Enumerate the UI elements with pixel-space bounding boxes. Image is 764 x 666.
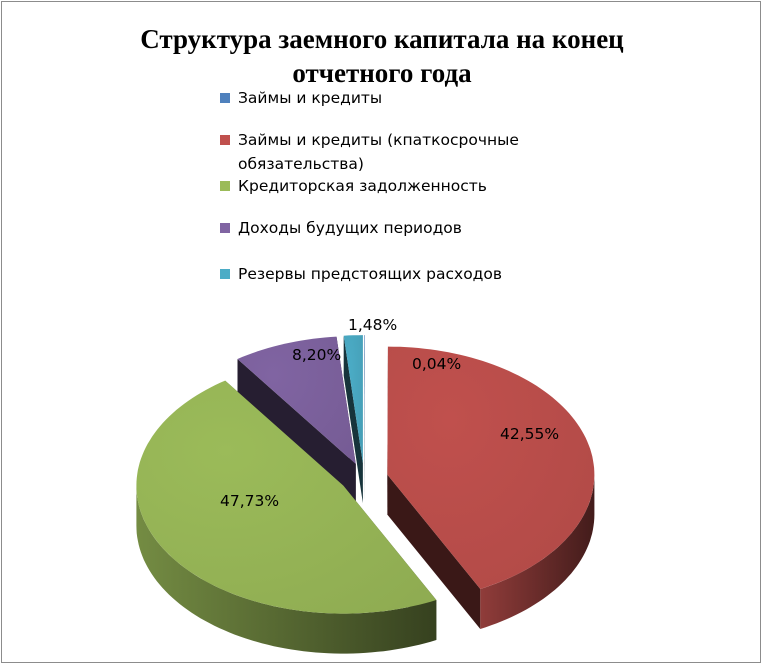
legend-swatch <box>220 135 230 145</box>
pie-slice-side <box>136 485 437 654</box>
legend-swatch <box>220 223 230 233</box>
data-label: 42,55% <box>500 425 559 443</box>
pie-slice <box>343 335 363 464</box>
legend-label: Займы и кредиты <box>238 89 383 107</box>
data-label: 8,20% <box>292 346 341 364</box>
legend-label: Доходы будущих периодов <box>238 219 462 237</box>
pie-slice <box>364 335 365 464</box>
chart-title: Структура заемного капитала на конец отч… <box>140 24 624 88</box>
data-label: 47,73% <box>220 492 279 510</box>
pie-slice-wall <box>364 335 365 504</box>
pie-slice <box>136 380 437 614</box>
pie-slice-wall <box>387 474 481 629</box>
pie-slice <box>237 336 356 465</box>
legend-label: Кредиторская задолженность <box>238 177 487 195</box>
pie-slice-wall <box>343 335 363 504</box>
data-label: 0,04% <box>412 355 461 373</box>
pie-slice <box>387 346 595 589</box>
legend-label: Резервы предстоящих расходов <box>238 265 503 283</box>
legend-swatch <box>220 269 230 279</box>
pie-slice-wall <box>237 359 356 505</box>
legend-label: Займы и кредиты (кпаткосрочные обязатель… <box>238 131 519 173</box>
pie-slice-side <box>480 474 595 629</box>
legend-swatch <box>220 181 230 191</box>
data-label: 1,48% <box>348 316 397 334</box>
legend-swatch <box>220 93 230 103</box>
